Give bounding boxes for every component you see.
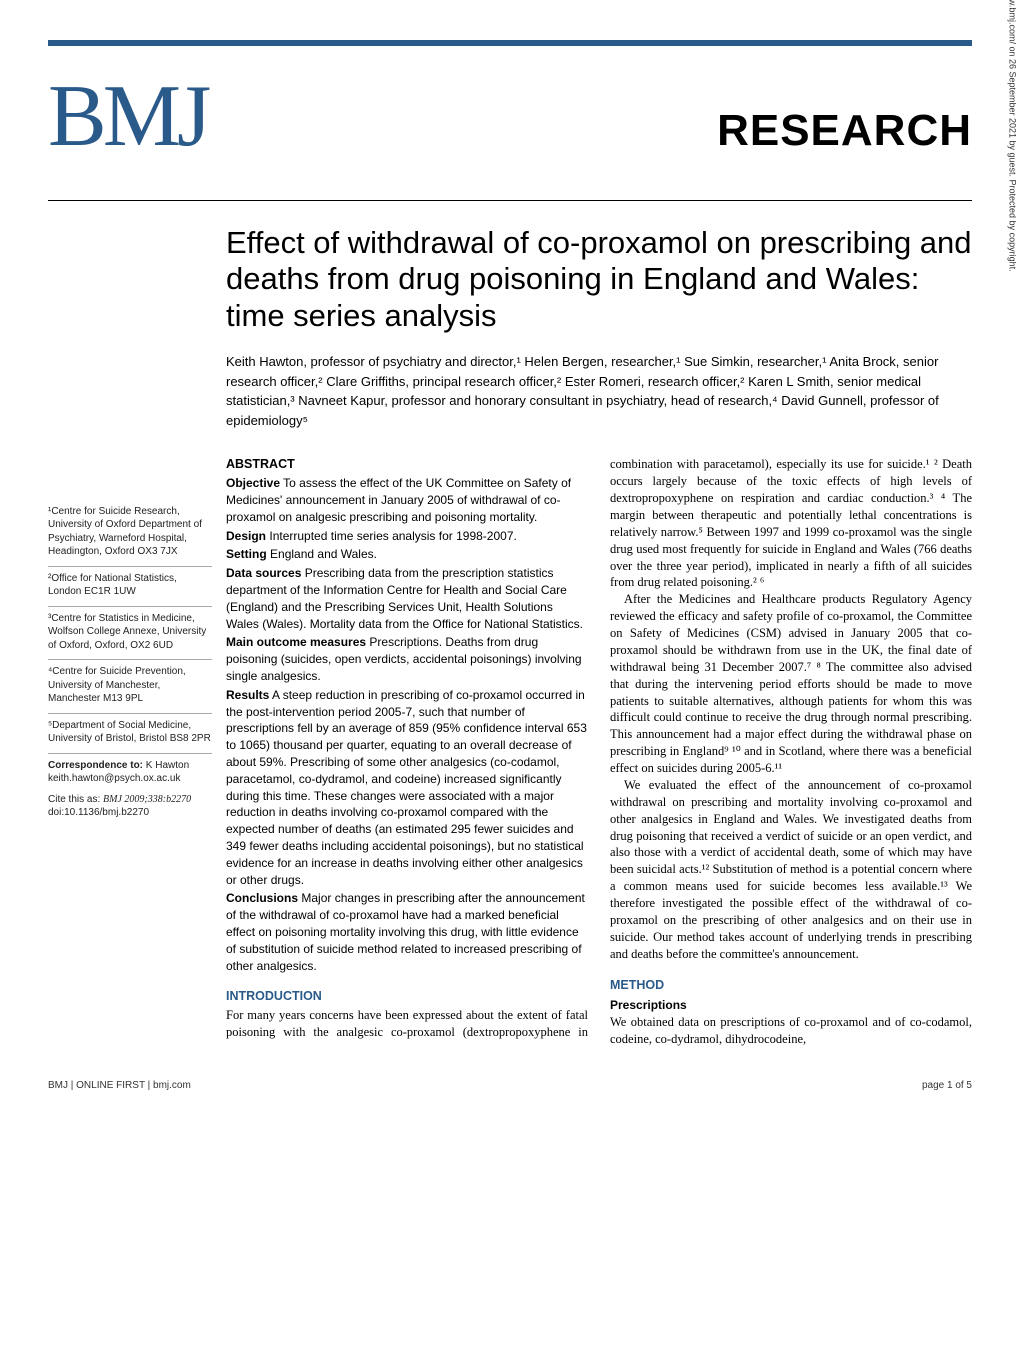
method-heading: METHOD bbox=[610, 977, 972, 994]
abstract-setting: Setting England and Wales. bbox=[226, 546, 588, 563]
correspondence-label: Correspondence to: bbox=[48, 760, 143, 771]
method-subheading: Prescriptions bbox=[610, 997, 972, 1013]
author-list: Keith Hawton, professor of psychiatry an… bbox=[226, 352, 972, 430]
abstract-label: Setting bbox=[226, 547, 267, 561]
abstract-results: Results A steep reduction in prescribing… bbox=[226, 687, 588, 889]
affiliation-3: ³Centre for Statistics in Medicine, Wolf… bbox=[48, 612, 212, 653]
abstract-design: Design Interrupted time series analysis … bbox=[226, 528, 588, 545]
abstract-block: ABSTRACT Objective To assess the effect … bbox=[226, 456, 588, 974]
method-paragraph-1: We obtained data on prescriptions of co-… bbox=[610, 1014, 972, 1048]
journal-logo: BMJ bbox=[48, 82, 207, 152]
page-footer: BMJ | ONLINE FIRST | bmj.com page 1 of 5 bbox=[48, 1079, 972, 1093]
abstract-label: Main outcome measures bbox=[226, 635, 366, 649]
affiliations-sidebar: ¹Centre for Suicide Research, University… bbox=[48, 225, 226, 1048]
footer-left: BMJ | ONLINE FIRST | bmj.com bbox=[48, 1079, 191, 1093]
abstract-objective: Objective To assess the effect of the UK… bbox=[226, 475, 588, 525]
abstract-conclusions: Conclusions Major changes in prescribing… bbox=[226, 890, 588, 974]
affiliation-2: ²Office for National Statistics, London … bbox=[48, 572, 212, 599]
aff-divider bbox=[48, 753, 212, 754]
abstract-label: Design bbox=[226, 529, 266, 543]
abstract-label: Results bbox=[226, 688, 269, 702]
cite-text: BMJ 2009;338:b2270 bbox=[103, 794, 191, 805]
abstract-text: England and Wales. bbox=[270, 547, 377, 561]
two-column-body: ABSTRACT Objective To assess the effect … bbox=[226, 456, 972, 1047]
content-area: ¹Centre for Suicide Research, University… bbox=[48, 225, 972, 1048]
citation: Cite this as: BMJ 2009;338:b2270 doi:10.… bbox=[48, 793, 212, 820]
article-title: Effect of withdrawal of co-proxamol on p… bbox=[226, 225, 972, 335]
main-column: Effect of withdrawal of co-proxamol on p… bbox=[226, 225, 972, 1048]
section-label: RESEARCH bbox=[717, 100, 972, 162]
header-divider bbox=[48, 200, 972, 201]
affiliation-5: ⁵Department of Social Medicine, Universi… bbox=[48, 719, 212, 746]
abstract-text: A steep reduction in prescribing of co-p… bbox=[226, 688, 587, 887]
affiliation-1: ¹Centre for Suicide Research, University… bbox=[48, 505, 212, 559]
intro-paragraph-2: After the Medicines and Healthcare produ… bbox=[610, 591, 972, 777]
vertical-citation-url: BMJ: first published as 10.1136/bmj.b227… bbox=[1006, 0, 1019, 559]
cite-label: Cite this as: bbox=[48, 794, 100, 805]
doi-text: doi:10.1136/bmj.b2270 bbox=[48, 807, 149, 818]
aff-divider bbox=[48, 606, 212, 607]
abstract-label: Objective bbox=[226, 476, 280, 490]
abstract-label: Data sources bbox=[226, 566, 301, 580]
aff-divider bbox=[48, 659, 212, 660]
aff-divider bbox=[48, 566, 212, 567]
introduction-heading: INTRODUCTION bbox=[226, 988, 588, 1005]
top-rule bbox=[48, 40, 972, 46]
affiliation-4: ⁴Centre for Suicide Prevention, Universi… bbox=[48, 665, 212, 706]
abstract-label: Conclusions bbox=[226, 891, 298, 905]
abstract-text: Interrupted time series analysis for 199… bbox=[269, 529, 516, 543]
abstract-datasources: Data sources Prescribing data from the p… bbox=[226, 565, 588, 632]
correspondence: Correspondence to: K Hawton keith.hawton… bbox=[48, 759, 212, 786]
intro-paragraph-3: We evaluated the effect of the announcem… bbox=[610, 777, 972, 963]
aff-divider bbox=[48, 713, 212, 714]
abstract-outcomes: Main outcome measures Prescriptions. Dea… bbox=[226, 634, 588, 684]
footer-right: page 1 of 5 bbox=[922, 1079, 972, 1093]
header-row: BMJ RESEARCH bbox=[48, 82, 972, 162]
abstract-heading: ABSTRACT bbox=[226, 456, 588, 473]
